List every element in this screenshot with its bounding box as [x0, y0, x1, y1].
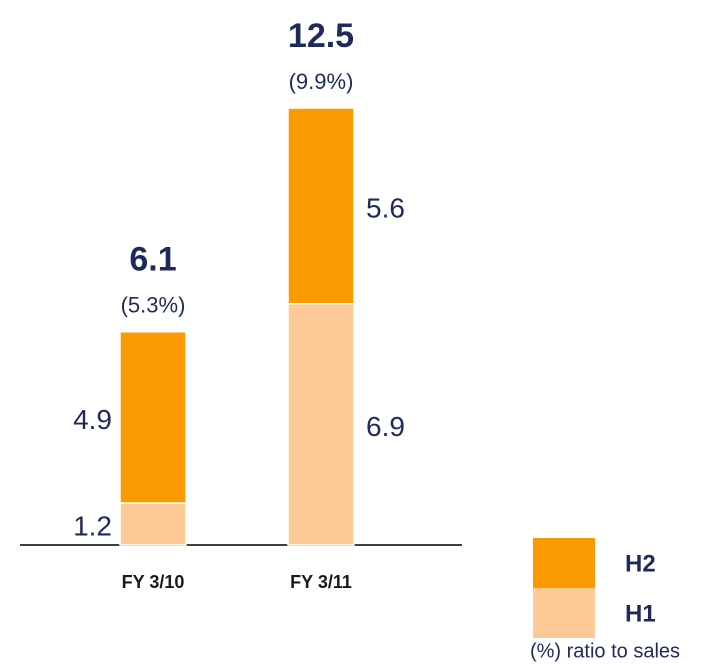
bar-segment — [119, 502, 187, 546]
value-label: 4.9 — [73, 404, 112, 435]
legend-swatch — [533, 538, 595, 588]
legend-label: H2 — [625, 550, 656, 577]
bar-segment — [287, 303, 355, 546]
bar-segment — [119, 330, 187, 504]
total-label: 6.1 — [129, 241, 176, 279]
value-label: 1.2 — [73, 510, 112, 541]
x-tick-label: FY 3/10 — [122, 572, 185, 592]
legend-swatch — [533, 588, 595, 638]
value-label: 6.9 — [366, 411, 405, 442]
ratio-label: (9.9%) — [289, 69, 354, 94]
bar-segment — [287, 107, 355, 305]
legend-label: H1 — [625, 600, 656, 627]
x-tick-label: FY 3/11 — [290, 572, 352, 592]
ratio-label: (5.3%) — [121, 293, 186, 318]
value-label: 5.6 — [366, 192, 405, 223]
note: (%) ratio to sales — [530, 640, 680, 662]
total-label: 12.5 — [288, 17, 354, 55]
